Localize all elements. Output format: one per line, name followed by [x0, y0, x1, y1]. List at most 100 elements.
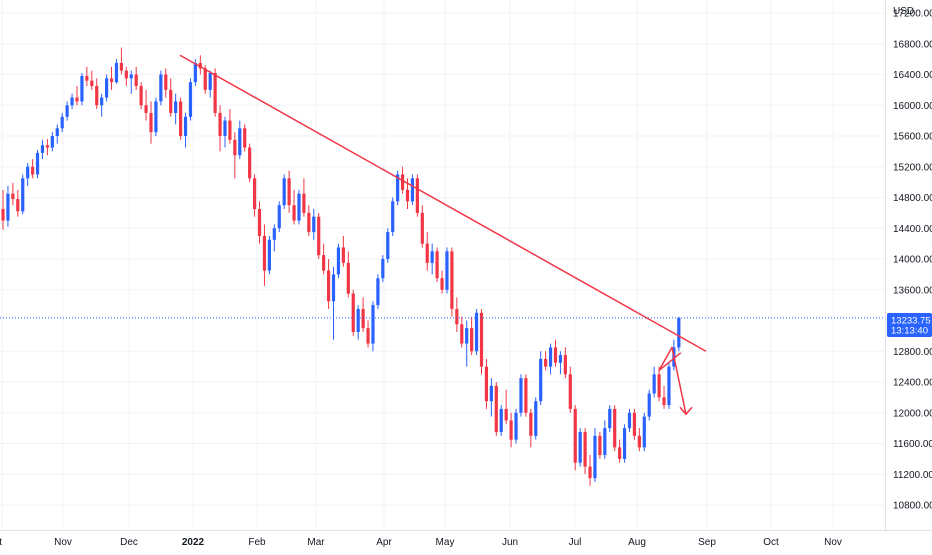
candle — [336, 243, 341, 279]
candle-body — [277, 205, 281, 229]
candle — [169, 78, 173, 117]
candle — [667, 362, 671, 409]
candle-body — [198, 62, 202, 69]
candle — [188, 78, 193, 121]
candle — [287, 170, 291, 213]
candle-body — [213, 72, 217, 113]
candle-body — [494, 385, 498, 432]
candle-body — [169, 89, 173, 113]
candle — [178, 97, 183, 140]
candle — [233, 132, 237, 179]
candle — [109, 66, 114, 90]
candle-body — [223, 120, 227, 136]
candle — [208, 70, 212, 98]
candle-body — [465, 328, 469, 344]
candle — [16, 189, 20, 217]
candle-body — [440, 278, 444, 290]
candle-body — [415, 178, 419, 213]
candle-body — [307, 212, 311, 233]
candle-body — [647, 393, 651, 417]
candle-body — [178, 101, 183, 136]
candle-body — [188, 82, 193, 117]
candle — [509, 412, 513, 448]
candle — [470, 316, 474, 356]
candle — [326, 259, 331, 309]
candle-body — [65, 105, 69, 117]
candle — [588, 455, 592, 486]
candle — [627, 408, 632, 432]
candle-body — [262, 235, 267, 271]
candle — [119, 47, 123, 75]
candle-body — [553, 347, 558, 363]
candle-body — [371, 305, 375, 344]
candle — [450, 247, 454, 317]
candle — [558, 351, 563, 375]
candle — [583, 428, 587, 475]
x-tick-label: Dec — [120, 537, 138, 548]
candle — [164, 68, 168, 98]
candle — [272, 224, 276, 252]
candle-body — [613, 408, 617, 448]
candle-body — [80, 76, 84, 102]
candle-body — [618, 447, 622, 459]
last-price-badge[interactable]: 13233.75 13:13:40 — [887, 313, 932, 337]
candle-body — [479, 312, 484, 367]
trend-line[interactable] — [179, 54, 707, 352]
candle — [198, 55, 202, 75]
candle-body — [509, 420, 513, 440]
candle-body — [642, 416, 646, 448]
candle-body — [218, 112, 222, 136]
candle — [415, 174, 419, 217]
candle — [292, 189, 296, 225]
candle — [341, 235, 345, 267]
candle — [460, 316, 464, 348]
candle-body — [445, 251, 449, 290]
x-tick-label: ct — [0, 537, 2, 548]
candle — [218, 105, 222, 152]
candle-body — [568, 374, 572, 409]
candle-body — [287, 178, 291, 206]
candle-body — [578, 431, 582, 463]
candle — [257, 201, 262, 244]
candle-body — [208, 72, 212, 90]
x-tick-label: Nov — [54, 537, 72, 548]
candle-body — [134, 74, 138, 87]
candle — [312, 209, 316, 240]
candle — [346, 251, 350, 298]
candle-body — [341, 247, 345, 263]
candle-body — [474, 312, 479, 352]
candle — [356, 305, 360, 340]
candle — [386, 228, 390, 263]
candle — [35, 149, 40, 179]
candle — [534, 397, 538, 440]
candle — [514, 408, 518, 444]
candle-body — [524, 378, 528, 413]
candle — [642, 412, 646, 452]
candle — [100, 93, 104, 117]
candle-body — [149, 112, 153, 133]
candle-body — [322, 255, 326, 271]
candle — [50, 132, 54, 152]
y-tick-label: 17200.00 — [893, 9, 932, 20]
candle-body — [45, 145, 49, 148]
candle-body — [455, 308, 459, 325]
candle-body — [489, 385, 493, 402]
candle-body — [376, 278, 380, 306]
candle-body — [588, 466, 592, 479]
x-tick-label: Jun — [502, 537, 518, 548]
candle-body — [331, 274, 336, 302]
candle-body — [326, 270, 331, 302]
candle-body — [60, 116, 64, 129]
projection-path[interactable] — [658, 346, 687, 415]
candle-body — [159, 74, 163, 102]
candle — [361, 297, 365, 333]
candle-body — [425, 243, 429, 263]
candle-body — [450, 251, 454, 309]
candle — [85, 66, 89, 87]
candle — [430, 243, 434, 275]
candle-body — [1, 209, 5, 221]
candle-body — [400, 174, 405, 190]
candle-body — [336, 247, 341, 275]
candle-body — [361, 308, 365, 329]
candle-body — [366, 328, 370, 344]
